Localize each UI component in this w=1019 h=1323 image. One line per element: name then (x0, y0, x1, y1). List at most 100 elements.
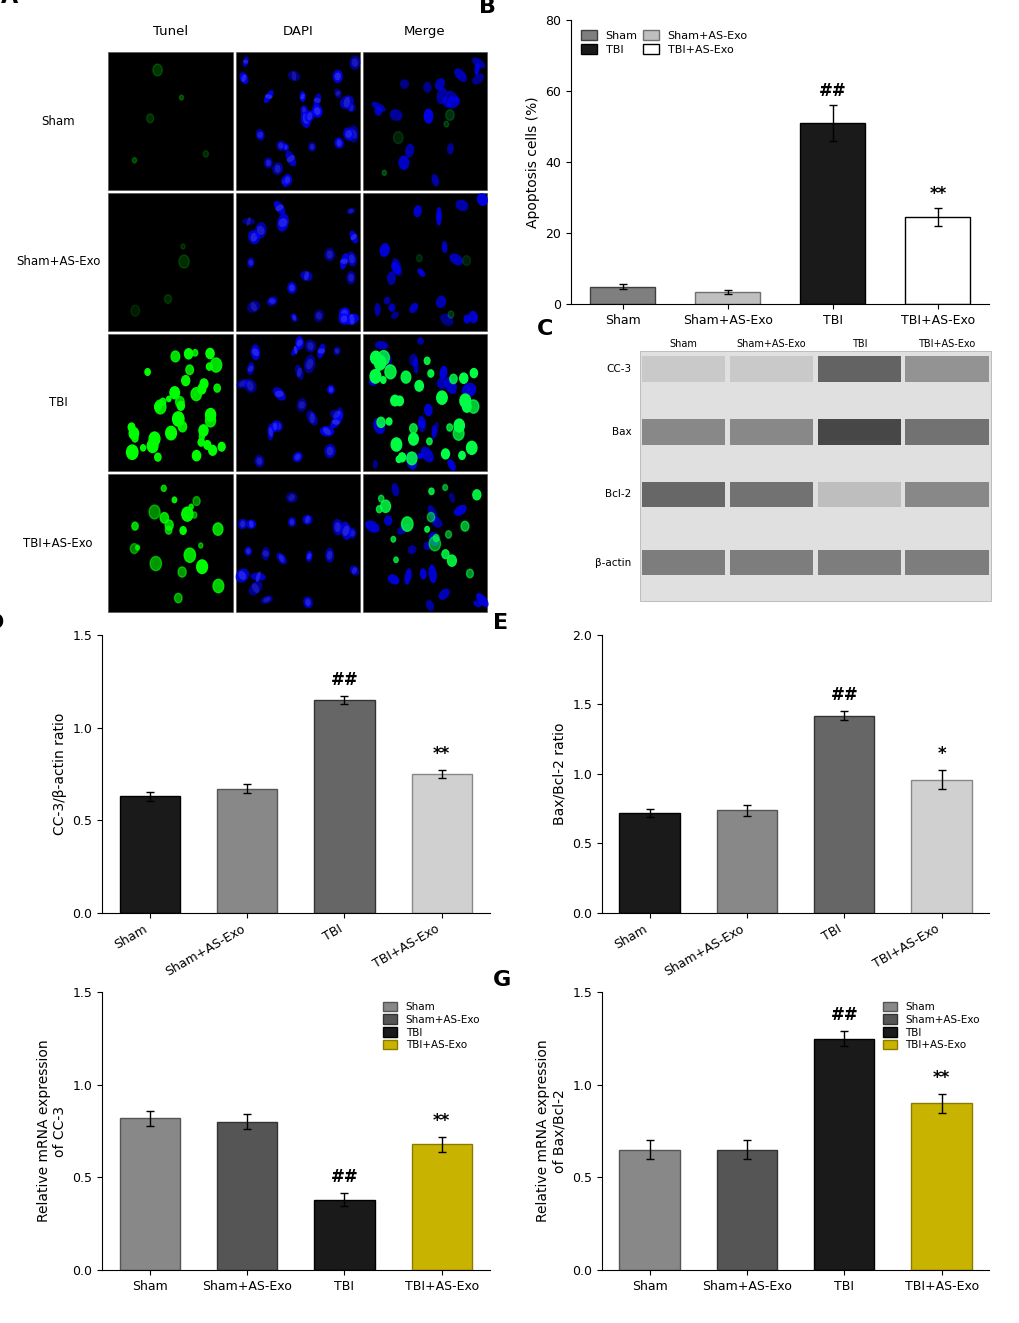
Ellipse shape (237, 519, 248, 529)
Ellipse shape (262, 550, 269, 557)
Ellipse shape (462, 382, 476, 397)
Ellipse shape (348, 105, 354, 111)
Bar (314, 700, 374, 913)
Ellipse shape (307, 343, 314, 351)
Circle shape (155, 404, 161, 410)
Ellipse shape (409, 353, 418, 366)
Text: ##: ## (829, 687, 857, 704)
Circle shape (174, 593, 181, 603)
Ellipse shape (307, 553, 311, 560)
Circle shape (466, 569, 473, 578)
Ellipse shape (409, 303, 418, 314)
Circle shape (131, 523, 138, 531)
Ellipse shape (290, 314, 298, 321)
Bar (641, 482, 725, 507)
Y-axis label: CC-3/β-actin ratio: CC-3/β-actin ratio (53, 713, 66, 835)
Ellipse shape (334, 89, 341, 98)
Circle shape (197, 560, 207, 574)
Ellipse shape (255, 222, 266, 239)
Circle shape (424, 357, 430, 364)
Circle shape (378, 351, 389, 365)
Ellipse shape (300, 91, 306, 102)
Ellipse shape (261, 546, 270, 560)
Ellipse shape (310, 144, 314, 149)
Ellipse shape (413, 205, 422, 217)
Circle shape (171, 351, 179, 363)
Ellipse shape (274, 164, 280, 173)
Ellipse shape (335, 91, 340, 95)
Ellipse shape (431, 517, 442, 528)
Bar (905, 419, 988, 445)
Ellipse shape (372, 460, 378, 468)
Circle shape (395, 396, 403, 406)
Ellipse shape (446, 143, 453, 155)
Ellipse shape (251, 573, 266, 581)
Ellipse shape (375, 341, 388, 349)
Ellipse shape (347, 528, 356, 538)
Ellipse shape (399, 79, 409, 89)
Circle shape (126, 445, 138, 459)
Ellipse shape (302, 107, 306, 112)
Circle shape (179, 95, 183, 101)
Circle shape (468, 400, 478, 413)
Circle shape (147, 114, 154, 123)
Bar (905, 482, 988, 507)
Circle shape (172, 411, 183, 426)
Ellipse shape (256, 572, 261, 582)
Ellipse shape (326, 550, 332, 560)
Ellipse shape (291, 71, 297, 81)
Ellipse shape (306, 359, 313, 369)
Circle shape (428, 488, 434, 495)
Ellipse shape (249, 581, 262, 595)
Ellipse shape (416, 452, 424, 459)
Ellipse shape (251, 302, 257, 311)
Circle shape (204, 441, 211, 450)
Ellipse shape (463, 315, 470, 324)
Bar (108, 193, 233, 331)
Ellipse shape (305, 599, 311, 606)
Circle shape (376, 505, 382, 513)
Ellipse shape (289, 519, 294, 525)
Ellipse shape (299, 401, 305, 409)
Circle shape (132, 157, 137, 163)
Circle shape (382, 171, 386, 176)
Ellipse shape (263, 597, 270, 602)
Circle shape (160, 512, 168, 523)
Circle shape (141, 445, 146, 451)
Text: D: D (0, 613, 4, 632)
Circle shape (426, 438, 432, 445)
Bar (911, 779, 971, 913)
Ellipse shape (303, 112, 309, 124)
Ellipse shape (333, 411, 340, 418)
Ellipse shape (423, 108, 433, 124)
Text: TBI+AS-Exo: TBI+AS-Exo (23, 537, 93, 550)
Circle shape (378, 495, 383, 501)
Ellipse shape (334, 348, 339, 353)
Bar (641, 356, 725, 382)
Ellipse shape (247, 381, 254, 390)
Ellipse shape (472, 57, 485, 69)
Bar (619, 1150, 679, 1270)
Ellipse shape (276, 553, 286, 565)
Ellipse shape (294, 454, 301, 460)
Ellipse shape (341, 310, 347, 318)
Bar (716, 1150, 776, 1270)
Ellipse shape (391, 311, 398, 319)
Ellipse shape (304, 355, 315, 373)
Bar (235, 53, 360, 191)
Ellipse shape (278, 554, 284, 562)
Ellipse shape (386, 271, 395, 284)
Circle shape (200, 378, 208, 389)
Ellipse shape (348, 254, 355, 263)
Bar (235, 475, 360, 613)
Ellipse shape (344, 314, 359, 325)
Ellipse shape (417, 269, 425, 277)
Ellipse shape (303, 515, 313, 525)
Ellipse shape (325, 548, 334, 562)
Ellipse shape (440, 314, 452, 325)
Ellipse shape (340, 315, 346, 323)
Circle shape (165, 527, 171, 534)
Text: B: B (479, 0, 495, 17)
Circle shape (206, 409, 215, 421)
Ellipse shape (343, 97, 350, 107)
